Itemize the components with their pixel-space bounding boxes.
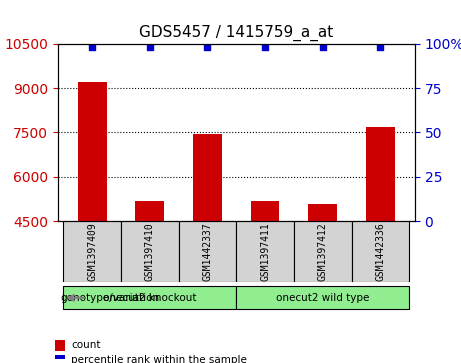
FancyBboxPatch shape bbox=[179, 221, 236, 282]
Text: onecut2 wild type: onecut2 wild type bbox=[276, 293, 369, 303]
Text: GSM1397412: GSM1397412 bbox=[318, 223, 328, 281]
Text: GSM1397410: GSM1397410 bbox=[145, 223, 155, 281]
Point bbox=[261, 44, 269, 50]
Text: GSM1397411: GSM1397411 bbox=[260, 223, 270, 281]
Bar bbox=[251, 201, 279, 221]
Bar bbox=[55, 355, 65, 363]
Text: onecut2 knockout: onecut2 knockout bbox=[103, 293, 196, 303]
Bar bbox=[78, 82, 106, 221]
FancyBboxPatch shape bbox=[64, 286, 236, 309]
Title: GDS5457 / 1415759_a_at: GDS5457 / 1415759_a_at bbox=[139, 25, 333, 41]
Point bbox=[377, 44, 384, 50]
Point bbox=[319, 44, 326, 50]
FancyBboxPatch shape bbox=[64, 221, 121, 282]
Point bbox=[204, 44, 211, 50]
FancyBboxPatch shape bbox=[351, 221, 409, 282]
Text: genotype/variation: genotype/variation bbox=[60, 293, 160, 303]
Text: GSM1397409: GSM1397409 bbox=[87, 223, 97, 281]
Text: count: count bbox=[71, 340, 100, 350]
Bar bbox=[136, 201, 164, 221]
FancyBboxPatch shape bbox=[236, 221, 294, 282]
Text: GSM1442337: GSM1442337 bbox=[202, 223, 213, 281]
Bar bbox=[55, 340, 65, 351]
FancyBboxPatch shape bbox=[121, 221, 179, 282]
Bar bbox=[193, 134, 222, 221]
Point bbox=[146, 44, 154, 50]
Bar bbox=[366, 127, 395, 221]
Point bbox=[89, 44, 96, 50]
Bar bbox=[308, 204, 337, 221]
Text: GSM1442336: GSM1442336 bbox=[375, 223, 385, 281]
Text: percentile rank within the sample: percentile rank within the sample bbox=[71, 355, 247, 363]
FancyBboxPatch shape bbox=[294, 221, 351, 282]
FancyBboxPatch shape bbox=[236, 286, 409, 309]
